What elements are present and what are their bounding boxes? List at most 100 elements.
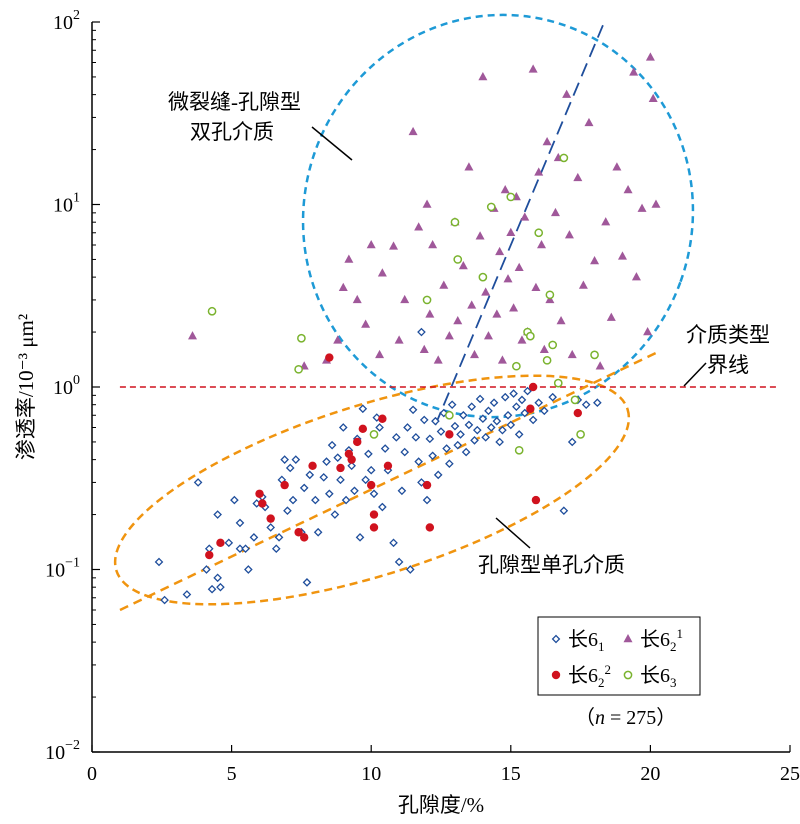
data-point [205,550,214,560]
data-point [154,557,164,567]
data-point [514,445,524,455]
data-point [439,408,449,418]
data-point [297,333,306,343]
y-tick-label: 102 [53,8,80,34]
data-point [224,538,234,548]
data-point [623,185,633,194]
data-point [444,331,454,340]
data-point [637,203,647,212]
data-point [531,282,541,291]
data-point [553,378,563,388]
data-point [534,398,544,408]
data-point [361,475,370,485]
x-tick-label: 20 [640,763,660,785]
data-point [470,349,480,359]
data-point [525,331,535,341]
data-point [453,255,463,264]
data-point [483,331,493,340]
data-point [193,478,203,487]
data-point [182,590,192,599]
data-point [548,340,558,350]
data-point [500,392,510,402]
data-point [280,455,289,464]
data-point [450,421,460,431]
data-point [612,162,622,171]
annotation-boundary: 介质类型 界线 [683,323,770,387]
legend-label: 长621 [640,626,683,654]
data-point [271,544,281,554]
series-3 [207,153,599,455]
data-point [207,306,217,316]
data-point [531,495,541,505]
data-point [576,430,585,439]
data-point [411,433,421,442]
data-point [425,309,435,318]
annotation-boundary-leader [683,362,707,387]
regions [113,13,695,606]
data-point [347,455,356,464]
data-point [534,228,544,238]
data-point [461,447,471,457]
data-point [358,404,368,414]
data-point [280,480,289,490]
data-point [266,514,275,523]
data-point [643,327,653,336]
data-point [537,239,547,249]
data-point [506,227,516,237]
data-point [336,475,345,485]
y-tick-label: 10−1 [45,556,80,582]
data-point [456,430,465,439]
data-point [414,222,424,231]
data-point [213,573,222,583]
data-point [333,453,343,462]
data-point [478,414,488,424]
y-axis-title: 渗透率/10⁻³ μm² [14,314,38,460]
data-point [383,461,393,471]
data-point [355,533,365,542]
data-point [325,489,334,499]
data-point [258,499,267,508]
data-point [419,344,429,353]
annotation-single-porosity: 孔隙型单孔介质 [478,517,625,577]
data-point [400,294,410,304]
single-porosity-ellipse [113,374,631,606]
data-point [319,472,329,482]
annotation-boundary-line1: 介质类型 [686,323,770,347]
data-point [241,544,250,554]
data-point [299,483,309,493]
x-tick-label: 5 [227,763,237,785]
data-point [285,463,295,473]
data-point [467,402,477,412]
annotation-boundary-line2: 界线 [707,353,749,377]
data-point [294,528,303,537]
data-point [408,126,418,136]
legend-marker [551,634,561,644]
data-point [439,280,449,289]
data-point [450,217,460,227]
data-point [431,416,440,426]
data-point [419,415,429,425]
data-point [481,433,490,442]
data-point [478,272,488,282]
data-point [311,495,320,505]
data-point [495,246,505,256]
dual-porosity-ellipse [301,13,695,419]
data-point [447,400,457,410]
data-point [542,355,552,365]
data-point [528,64,538,73]
legend-marker [551,670,561,680]
data-point [436,427,446,436]
series-1 [188,52,661,370]
data-point [550,207,560,217]
data-point [517,395,527,405]
data-point [433,470,443,480]
data-point [422,495,432,505]
data-point [464,420,474,430]
x-axis-title: 孔隙度/% [398,793,484,817]
data-point [509,389,518,398]
data-point [350,486,359,496]
annotation-dual-porosity-line1: 微裂缝-孔隙型 [168,90,301,114]
data-point [445,459,454,469]
data-point [369,430,379,439]
data-point [445,430,454,439]
